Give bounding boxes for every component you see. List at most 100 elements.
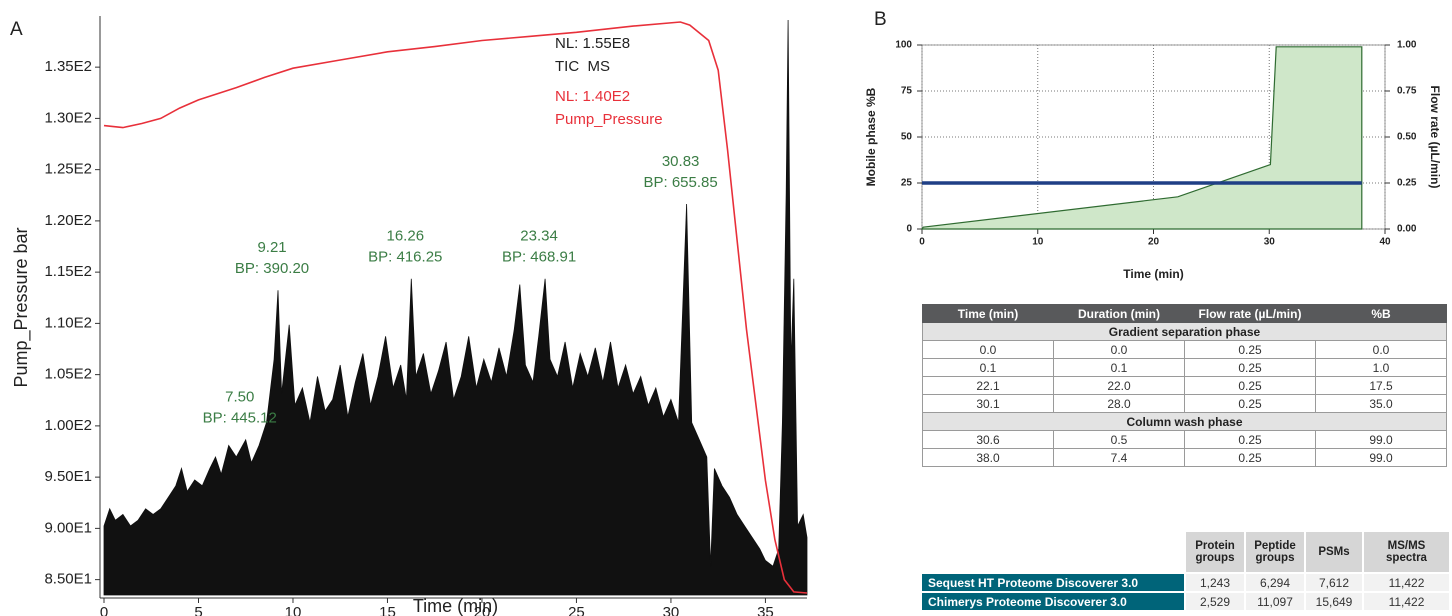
panel-label: B (874, 9, 887, 30)
y-tick-label: 1.30E2 (44, 109, 92, 126)
data-row: Chimerys Proteome Discoverer 3.0 2,529 11,… (920, 591, 1451, 612)
peak-base-peak: BP: 468.91 (502, 249, 576, 266)
data-row: 30.1 28.0 0.25 35.0 (922, 394, 1447, 413)
y-tick-label: 8.50E1 (44, 571, 92, 588)
data-row: 38.0 7.4 0.25 99.0 (922, 448, 1447, 467)
peak-base-peak: BP: 655.85 (644, 174, 718, 191)
cell: 22.1 (922, 376, 1054, 395)
cell: 30.1 (922, 394, 1054, 413)
y-tick-label: 1.35E2 (44, 58, 92, 75)
x-tick-label: 20 (474, 604, 491, 616)
x-tick-label: 10 (285, 604, 302, 616)
header-row: Protein groups Peptide groups PSMs MS/MS sp… (920, 530, 1451, 574)
cell: 0.0 (1053, 340, 1185, 359)
y2-tick-label: 0.00 (1397, 224, 1417, 235)
cell: 28.0 (1053, 394, 1185, 413)
cell: 7.4 (1053, 448, 1185, 467)
cell: 0.25 (1184, 376, 1316, 395)
y-tick-label: 9.50E1 (44, 468, 92, 485)
line (103, 21, 808, 594)
cell: 0.25 (1184, 340, 1316, 359)
cell: 38.0 (922, 448, 1054, 467)
y-tick-label: 9.00E1 (44, 519, 92, 536)
cell: 0.25 (1184, 430, 1316, 449)
peak-base-peak: BP: 416.25 (368, 249, 442, 266)
results-table: Protein groups Peptide groups PSMs MS/MS sp… (920, 530, 1451, 612)
column-header: Flow rate (µL/min) (1184, 304, 1316, 323)
column-header: PSMs (1304, 530, 1364, 574)
cell: 0.0 (922, 340, 1054, 359)
peak-time: 23.34 (520, 228, 558, 245)
row-name: Sequest HT Proteome Discoverer 3.0 (920, 572, 1186, 593)
y2-tick-label: 1.00 (1397, 40, 1417, 51)
peak-time: 7.50 (225, 389, 254, 406)
section-title: Column wash phase (922, 412, 1447, 431)
y-tick-label: 1.25E2 (44, 161, 92, 178)
section-row: Column wash phase (922, 412, 1447, 431)
y-tick-label: 1.05E2 (44, 366, 92, 383)
x-tick-label: 5 (194, 604, 202, 616)
x-tick-label: 30 (1264, 237, 1276, 248)
cell: 0.1 (1053, 358, 1185, 377)
y-tick-label: 0 (906, 224, 912, 235)
header-row: Time (min) Duration (min) Flow rate (µL/mi… (922, 304, 1447, 323)
cell: 11,097 (1244, 591, 1306, 612)
series-name: Pump_Pressure (555, 111, 663, 128)
cell: 0.25 (1184, 448, 1316, 467)
cell: 2,529 (1184, 591, 1246, 612)
column-header: Peptide groups (1244, 530, 1306, 574)
y-tick-label: 1.15E2 (44, 263, 92, 280)
cell: 15,649 (1304, 591, 1364, 612)
cell: 11,422 (1362, 591, 1451, 612)
x-tick-label: 0 (919, 237, 925, 248)
cell: 0.1 (922, 358, 1054, 377)
cell: 0.5 (1053, 430, 1185, 449)
peak-time: 16.26 (387, 228, 425, 245)
area (920, 46, 1363, 230)
section-row: Gradient separation phase (922, 322, 1447, 341)
peak-time: 9.21 (257, 239, 286, 256)
x-tick-label: 0 (100, 604, 108, 616)
column-header: Time (min) (922, 304, 1054, 323)
data-row: 30.6 0.5 0.25 99.0 (922, 430, 1447, 449)
x-tick-label: 40 (1379, 237, 1391, 248)
x-tick-label: 25 (568, 604, 585, 616)
cell: 1.0 (1315, 358, 1447, 377)
peak-base-peak: BP: 390.20 (235, 260, 309, 277)
y-axis-title: Mobile phase %B (864, 87, 878, 186)
x-tick-label: 15 (379, 604, 396, 616)
data-row: Sequest HT Proteome Discoverer 3.0 1,243 6… (920, 572, 1451, 593)
section-title: Gradient separation phase (922, 322, 1447, 341)
cell: 7,612 (1304, 572, 1364, 593)
area (103, 19, 808, 596)
cell: 35.0 (1315, 394, 1447, 413)
y-tick-label: 50 (901, 132, 913, 143)
peak-time: 30.83 (662, 153, 700, 170)
cell: 11,422 (1362, 572, 1451, 593)
cell: 0.0 (1315, 340, 1447, 359)
x-axis-title: Time (min) (1123, 267, 1183, 281)
y-tick-label: 1.20E2 (44, 212, 92, 229)
data-row: 22.1 22.0 0.25 17.5 (922, 376, 1447, 395)
x-axis-title: Time (min) (413, 596, 498, 616)
normalization-level: NL: 1.55E8 (555, 35, 630, 52)
gradient-table: Time (min) Duration (min) Flow rate (µL/mi… (922, 304, 1447, 467)
cell: 17.5 (1315, 376, 1447, 395)
normalization-level: NL: 1.40E2 (555, 88, 630, 105)
cell: 6,294 (1244, 572, 1306, 593)
x-tick-label: 35 (757, 604, 774, 616)
y-tick-label: 1.00E2 (44, 417, 92, 434)
cell: 0.25 (1184, 394, 1316, 413)
y2-tick-label: 0.50 (1397, 132, 1417, 143)
data-row: 0.0 0.0 0.25 0.0 (922, 340, 1447, 359)
y-tick-label: 100 (895, 40, 912, 51)
y-tick-label: 75 (901, 86, 913, 97)
x-tick-label: 10 (1032, 237, 1044, 248)
series-name: TIC MS (555, 58, 610, 75)
corner (920, 530, 1186, 574)
cell: 99.0 (1315, 430, 1447, 449)
cell: 22.0 (1053, 376, 1185, 395)
y2-axis-title: Flow rate (µL/min) (1428, 86, 1442, 189)
